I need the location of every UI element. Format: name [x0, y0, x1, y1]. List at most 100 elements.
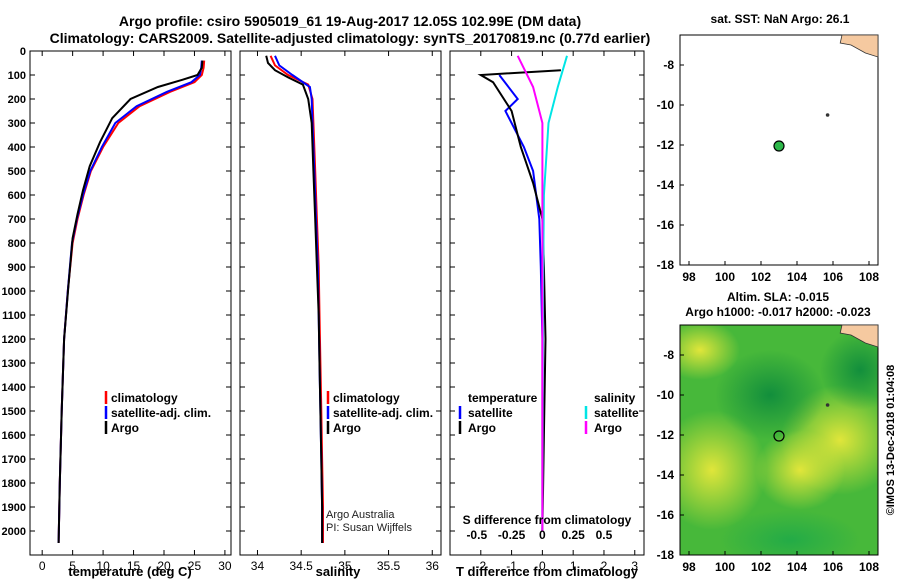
map-x-label: 108 [859, 270, 879, 284]
legend-argo: Argo [333, 421, 361, 435]
x-tick-label: 34 [251, 559, 265, 573]
depth-tick-label: 1100 [2, 310, 26, 322]
map-y-label: -8 [663, 348, 674, 362]
x-tick-label: 1 [570, 559, 577, 573]
map-y-label: -16 [657, 508, 675, 522]
depth-tick-label: 600 [8, 190, 26, 202]
difference-panel [449, 50, 645, 556]
map-x-label: 108 [859, 560, 879, 574]
legend-climatology: climatology [333, 391, 400, 405]
s-tick-label: -0.5 [466, 528, 487, 542]
depth-axis: 0 100 200 300 400 500 600 700 800 900 1000 1100 1200… [2, 46, 644, 538]
s-tick-label: 0.25 [561, 528, 585, 542]
salinity-legend: climatology satellite-adj. clim. Argo Ar… [326, 391, 433, 534]
x-tick-label: 2 [601, 559, 608, 573]
map-y-label: -8 [663, 58, 674, 72]
difference-legend: temperature satellite Argo salinity sate… [458, 391, 639, 542]
map-y-label: -18 [657, 548, 675, 562]
x-tick-label: 0 [39, 559, 46, 573]
s-tick-label: 0 [539, 528, 546, 542]
map-x-label: 100 [715, 270, 735, 284]
header-line2: Climatology: CARS2009. Satellite-adjuste… [50, 30, 651, 46]
argo-float-marker [773, 430, 785, 442]
legend-t-argo: Argo [468, 421, 496, 435]
map-y-label: -10 [657, 98, 675, 112]
credit-line2: PI: Susan Wijffels [326, 522, 412, 534]
map-x-label: 98 [682, 270, 696, 284]
depth-tick-label: 0 [20, 46, 26, 58]
sla-map-content: 98 100 102 104 106 108 -8 -10 -12 -14 -16 -18 [657, 324, 879, 574]
x-tick-label: 15 [127, 559, 141, 573]
map-y-label: -10 [657, 388, 675, 402]
series-line-satellite-adj-clim- [57, 60, 203, 544]
legend-t-satellite: satellite [468, 406, 513, 420]
x-tick-label: 10 [96, 559, 110, 573]
depth-tick-label: 900 [8, 262, 26, 274]
s-tick-label: 0.5 [596, 528, 613, 542]
series-line-s-argo [516, 55, 544, 531]
depth-tick-label: 1600 [2, 430, 26, 442]
sla-field [680, 325, 878, 555]
map-x-label: 98 [682, 560, 696, 574]
sla-map [679, 324, 879, 556]
christmas-island-marker [825, 113, 830, 117]
map-y-label: -16 [657, 218, 675, 232]
sla-map-title2: Argo h1000: -0.017 h2000: -0.023 [685, 305, 871, 319]
depth-tick-label: 2000 [2, 526, 26, 538]
depth-tick-label: 300 [8, 118, 26, 130]
sst-map-content: 98 100 102 104 106 108 -8 -10 -12 -14 -16 -18 [657, 34, 879, 284]
salinity-plot: 34 34.5 35 35.5 36 [251, 51, 439, 573]
depth-tick-label: 1800 [2, 478, 26, 490]
sla-map-title1: Altim. SLA: -0.015 [727, 290, 829, 304]
temperature-legend: climatology satellite-adj. clim. Argo [104, 391, 211, 435]
depth-tick-label: 1000 [2, 286, 26, 298]
depth-tick-label: 1700 [2, 454, 26, 466]
series-line-argo [57, 60, 204, 544]
map-y-label: -12 [657, 138, 675, 152]
difference-plot: -2 -1 0 1 2 3 [475, 51, 638, 573]
x-tick-label: 5 [69, 559, 76, 573]
x-tick-label: 35 [338, 559, 352, 573]
depth-tick-label: 700 [8, 214, 26, 226]
map-x-label: 106 [823, 560, 843, 574]
temperature-xlabel: temperature (deg C) [68, 564, 192, 579]
credit-line1: Argo Australia [326, 509, 395, 521]
series-line-satellite-adj-clim- [274, 55, 324, 543]
sst-map-title: sat. SST: NaN Argo: 26.1 [711, 12, 850, 26]
christmas-island-marker [825, 403, 830, 407]
x-tick-label: 35.5 [377, 559, 401, 573]
land-java [839, 324, 879, 348]
depth-tick-label: 1900 [2, 502, 26, 514]
series-line-argo [265, 55, 324, 543]
temperature-plot: 0 5 10 15 20 25 30 [39, 51, 232, 573]
map-y-label: -12 [657, 428, 675, 442]
depth-tick-label: 1200 [2, 334, 26, 346]
temperature-panel [29, 50, 232, 556]
legend-salinity-title: salinity [594, 391, 636, 405]
legend-s-satellite: satellite [594, 406, 639, 420]
map-x-label: 102 [751, 270, 771, 284]
depth-tick-label: 400 [8, 142, 26, 154]
salinity-panel [239, 50, 442, 556]
land-java [839, 34, 879, 58]
x-tick-label: -2 [475, 559, 486, 573]
s-difference-label: S difference from climatology [463, 513, 632, 527]
depth-tick-label: 800 [8, 238, 26, 250]
series-line-climatology [269, 55, 324, 543]
argo-float-marker [773, 140, 785, 152]
salinity-xlabel: salinity [316, 564, 362, 579]
depth-tick-label: 1400 [2, 382, 26, 394]
x-tick-label: 20 [157, 559, 171, 573]
legend-satellite: satellite-adj. clim. [111, 406, 211, 420]
legend-temperature-title: temperature [468, 391, 538, 405]
legend-argo: Argo [111, 421, 139, 435]
map-x-label: 106 [823, 270, 843, 284]
s-difference-ticks: -0.5 -0.25 0 0.25 0.5 [466, 528, 612, 542]
series-line-s-satellite [541, 55, 568, 532]
s-tick-label: -0.25 [498, 528, 526, 542]
x-tick-label: 0 [539, 559, 546, 573]
map-x-label: 104 [787, 560, 807, 574]
map-x-label: 100 [715, 560, 735, 574]
x-tick-label: 25 [188, 559, 202, 573]
x-tick-label: -1 [506, 559, 517, 573]
